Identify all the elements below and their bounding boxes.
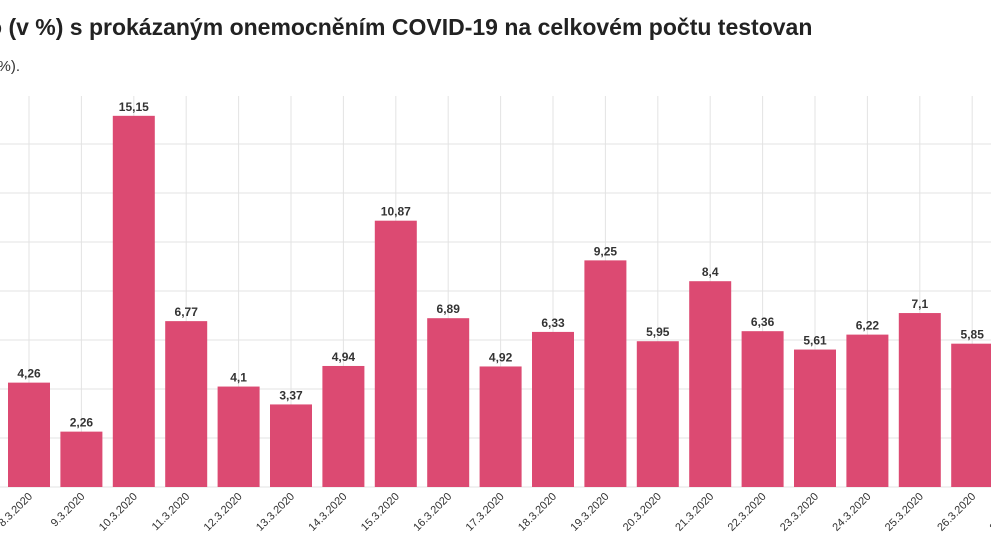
bar[interactable] [689, 281, 732, 487]
bar[interactable] [270, 404, 312, 487]
bar[interactable] [898, 313, 941, 487]
x-tick-label: 16.3.2020 [411, 491, 454, 534]
x-tick-label: 15.3.2020 [359, 491, 402, 534]
x-tick-label: 12.3.2020 [202, 491, 245, 534]
bar[interactable] [794, 349, 836, 487]
bar-value-label: 3,37 [279, 388, 303, 402]
bar[interactable] [479, 366, 522, 487]
bar-value-label: 5,95 [646, 325, 670, 339]
x-tick-label: 21.3.2020 [673, 491, 716, 534]
bar-value-label: 8,4 [702, 265, 719, 279]
bar-value-label: 4,92 [489, 350, 513, 364]
x-tick-labels: 8.3.2020 9.3.2020 10.3.2020 11.3.2020 12.3.2… [0, 491, 991, 534]
x-tick-label: 14.3.2020 [306, 491, 349, 534]
bar-value-label: 5,85 [961, 328, 985, 342]
chart-subtitle: n (%). [0, 58, 21, 75]
bar-value-label: 6,89 [437, 302, 461, 316]
bar[interactable] [60, 431, 103, 487]
bar[interactable] [846, 334, 889, 487]
bar[interactable] [374, 220, 417, 487]
x-tick-label: 22.3.2020 [726, 491, 769, 534]
bar[interactable] [584, 260, 627, 487]
bar[interactable] [8, 382, 50, 487]
x-tick-label: 27.3.2020 [988, 491, 991, 534]
bar[interactable] [427, 318, 470, 487]
x-tick-label: 17.3.2020 [464, 491, 507, 534]
bars [8, 115, 991, 487]
value-labels: 4,26 2,26 15,15 6,77 4,1 3,37 4,94 10,87 6,89 4,9… [17, 100, 984, 430]
x-tick-label: 10.3.2020 [97, 491, 140, 534]
bar-value-label: 4,94 [332, 350, 356, 364]
bar[interactable] [741, 331, 784, 487]
chart-title: o (v %) s prokázaným onemocněním COVID-1… [0, 14, 813, 40]
bar-value-label: 10,87 [381, 205, 411, 219]
x-tick-label: 26.3.2020 [935, 491, 978, 534]
bar[interactable] [951, 343, 991, 487]
bar-value-label: 15,15 [119, 100, 149, 114]
x-tick-label: 18.3.2020 [516, 491, 559, 534]
bar-value-label: 7,1 [911, 297, 928, 311]
x-tick-label: 11.3.2020 [150, 491, 193, 534]
bar-value-label: 6,77 [175, 305, 199, 319]
bar[interactable] [165, 321, 208, 487]
x-tick-label: 20.3.2020 [621, 491, 664, 534]
bar-value-label: 2,26 [70, 416, 94, 430]
x-tick-label: 19.3.2020 [568, 491, 611, 534]
bar[interactable] [322, 365, 365, 487]
x-tick-label: 24.3.2020 [830, 491, 873, 534]
bar[interactable] [217, 386, 260, 487]
bar-value-label: 4,1 [230, 371, 247, 385]
x-tick-label: 8.3.2020 [0, 491, 35, 530]
x-tick-label: 13.3.2020 [254, 491, 297, 534]
bar-value-label: 9,25 [594, 244, 618, 258]
x-tick-label: 25.3.2020 [883, 491, 926, 534]
bar-value-label: 5,61 [803, 334, 827, 348]
bar-value-label: 6,33 [541, 316, 565, 330]
bar-value-label: 4,26 [17, 367, 41, 381]
x-tick-label: 9.3.2020 [49, 491, 88, 530]
bar[interactable] [112, 115, 155, 487]
x-tick-label: 23.3.2020 [778, 491, 821, 534]
bar-value-label: 6,36 [751, 315, 775, 329]
bar[interactable] [532, 331, 574, 487]
bar[interactable] [636, 341, 679, 487]
bar-value-label: 6,22 [856, 319, 880, 333]
